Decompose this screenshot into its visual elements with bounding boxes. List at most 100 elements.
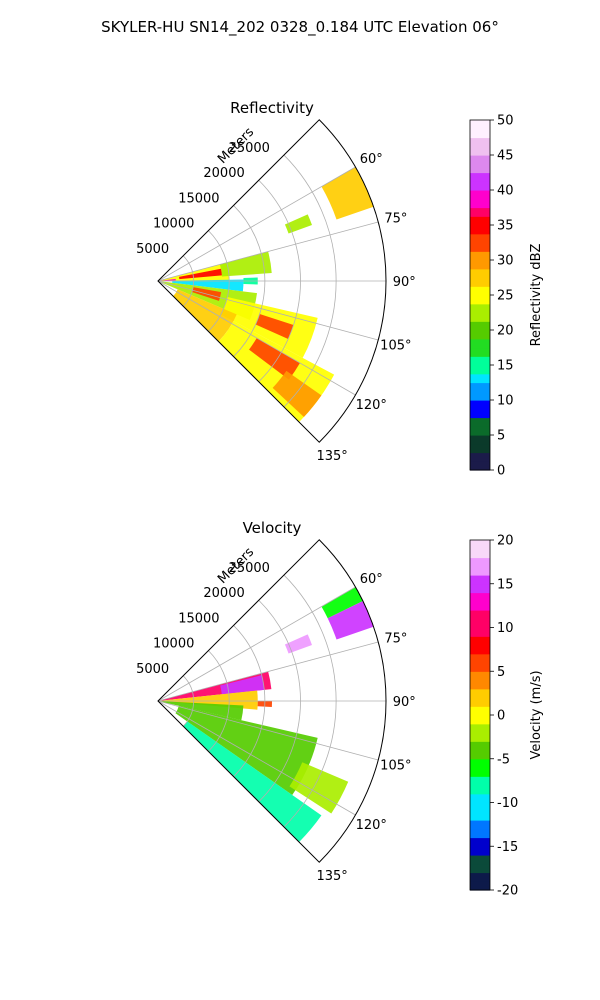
radar-cell-1 (321, 167, 374, 220)
colorbar-swatch (470, 163, 490, 174)
colorbar-tick-label: 15 (497, 359, 514, 374)
colorbar-tick-label: 5 (497, 665, 505, 680)
colorbar-swatch (470, 881, 490, 891)
colorbar-swatch (470, 846, 490, 856)
colorbar-swatch (470, 120, 490, 130)
colorbar-swatch (470, 242, 490, 252)
angular-tick-label: 90° (393, 695, 416, 710)
radar-cell-13 (173, 289, 237, 342)
radial-tick-label: 15000 (178, 191, 219, 206)
colorbar-swatch (470, 155, 490, 165)
radial-tick-label: 10000 (153, 217, 194, 232)
chart-title: Velocity (243, 519, 302, 537)
colorbar-swatch (470, 338, 490, 349)
colorbar-tick-label: 10 (497, 621, 514, 636)
colorbar-swatch (470, 321, 490, 331)
colorbar-tick-label: 50 (497, 114, 514, 129)
colorbar-swatch (470, 767, 490, 777)
colorbar-swatch (470, 452, 490, 462)
radar-cell-6 (158, 690, 258, 710)
colorbar-swatch (470, 540, 490, 550)
colorbar-swatch (470, 216, 490, 226)
chart-panel-1: Reflectivity500010000150002000025000Mete… (136, 99, 544, 479)
colorbar-swatch (470, 715, 490, 725)
colorbar-swatch (470, 872, 490, 882)
colorbar: 0 5 10 15 20 25 30 35 40 45 50 Reflectivity dBZ (469, 114, 544, 479)
azimuth-spoke-5 (157, 280, 356, 396)
colorbar-tick-label: 20 (497, 324, 514, 339)
colorbar-swatch (470, 793, 490, 804)
colorbar-swatch (470, 461, 490, 471)
colorbar-swatch (470, 277, 490, 287)
colorbar-swatch (470, 365, 490, 375)
colorbar-swatch (470, 863, 490, 874)
colorbar-label: Reflectivity dBZ (529, 244, 544, 347)
colorbar-swatch (470, 785, 490, 795)
colorbar-swatch (470, 207, 490, 217)
colorbar-tick-label: 45 (497, 149, 514, 164)
colorbar-swatch (470, 627, 490, 637)
colorbar-swatch (470, 251, 490, 261)
colorbar-swatch (470, 225, 490, 235)
radar-cell-4 (219, 251, 272, 277)
radar-cell-7 (172, 279, 244, 292)
colorbar-swatch (470, 802, 490, 812)
colorbar-swatch (470, 680, 490, 690)
colorbar-tick-label: 15 (497, 577, 514, 592)
angular-tick-label: 135° (316, 449, 347, 464)
colorbar-tick-label: 0 (497, 709, 505, 724)
colorbar-swatch (470, 750, 490, 760)
colorbar-swatch (470, 557, 490, 567)
colorbar-swatch (470, 426, 490, 436)
colorbar-tick-label: 10 (497, 394, 514, 409)
colorbar-swatch (470, 417, 490, 427)
colorbar-tick-label: 30 (497, 254, 514, 269)
colorbar-swatch (470, 645, 490, 655)
colorbar-swatch (470, 382, 490, 392)
colorbar-swatch (470, 601, 490, 611)
radar-cell-12 (255, 314, 294, 339)
colorbar-swatch (470, 190, 490, 200)
colorbar-swatch (470, 391, 490, 401)
colorbar-swatch (470, 732, 490, 742)
colorbar-label: Velocity (m/s) (529, 670, 544, 759)
colorbar-swatch (470, 566, 490, 576)
colorbar-tick-label: -5 (497, 752, 510, 767)
colorbar-swatch (470, 268, 490, 279)
colorbar-swatch (470, 837, 490, 847)
colorbar-tick-label: 0 (497, 464, 505, 479)
colorbar-swatch (470, 610, 490, 620)
angular-tick-label: 105° (380, 759, 411, 774)
colorbar-tick-label: 25 (497, 289, 514, 304)
colorbar-swatch (470, 198, 490, 209)
figure-suptitle: SKYLER-HU SN14_202 0328_0.184 UTC Elevat… (101, 18, 499, 37)
colorbar-swatch (470, 330, 490, 340)
colorbar-swatch (470, 575, 490, 585)
colorbar-swatch (470, 408, 490, 419)
azimuth-spoke-1 (157, 586, 356, 702)
angular-tick-label: 75° (384, 631, 407, 646)
angular-tick-label: 75° (384, 211, 407, 226)
radar-cell-8 (158, 701, 244, 721)
colorbar-swatch (470, 723, 490, 734)
colorbar-tick-label: -10 (497, 796, 518, 811)
colorbar-tick-label: 5 (497, 429, 505, 444)
colorbar-swatch (470, 286, 490, 296)
colorbar-swatch (470, 583, 490, 594)
colorbar-swatch (470, 347, 490, 357)
colorbar-tick-label: 40 (497, 184, 514, 199)
chart-title: Reflectivity (230, 99, 314, 117)
colorbar-swatch (470, 662, 490, 672)
colorbar-swatch (470, 776, 490, 786)
colorbar-swatch (470, 671, 490, 681)
colorbar-swatch (470, 295, 490, 305)
radar-cell-1 (321, 587, 363, 619)
colorbar-swatch (470, 592, 490, 602)
radial-tick-label: 10000 (153, 637, 194, 652)
angular-tick-label: 60° (360, 152, 383, 167)
radar-cell-16 (272, 370, 322, 418)
colorbar-swatch (470, 303, 490, 314)
colorbar-swatch (470, 706, 490, 716)
